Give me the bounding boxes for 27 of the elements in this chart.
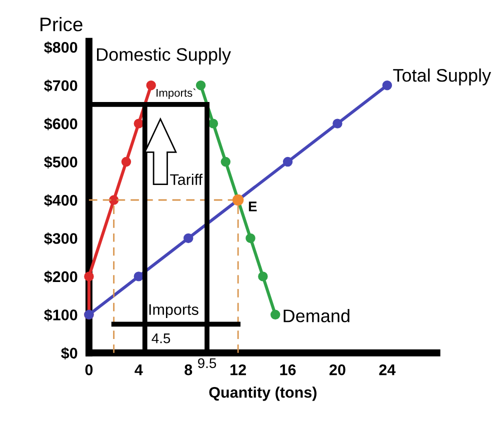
y-tick-label: $200 <box>44 270 78 284</box>
series-label: Total Supply <box>393 68 492 86</box>
y-tick-label: $400 <box>44 194 78 207</box>
series-label: Domestic Supply <box>97 48 231 65</box>
y-tick-label: $500 <box>44 156 78 168</box>
y-tick-label: $600 <box>44 118 78 130</box>
x-tick-label: 0 <box>85 364 93 376</box>
x-tick-label: 16 <box>280 364 296 376</box>
x-tick-label: 24 <box>379 364 396 376</box>
y-tick-label: $100 <box>44 308 78 322</box>
x-tick-label: 4 <box>134 364 143 376</box>
y-tick-label: $300 <box>44 232 78 245</box>
x-axis-title: Quantity (tons) <box>209 386 316 401</box>
y-tick-label: $800 <box>44 41 78 54</box>
series-label: Demand <box>284 309 350 322</box>
x-tick-label: 20 <box>329 364 346 376</box>
annotation: 4.5 <box>152 334 170 344</box>
y-tick-label: $700 <box>44 80 78 92</box>
annotation: Imports <box>149 304 198 318</box>
annotation: E <box>248 202 257 212</box>
y-tick-label: $0 <box>61 347 78 360</box>
annotation: Imports` <box>156 88 196 99</box>
x-tick-label: 8 <box>184 364 192 376</box>
annotation: Tariff <box>170 174 203 185</box>
y-axis-title: Price <box>40 17 82 32</box>
x-tick-label: 12 <box>230 364 246 376</box>
text: 9.5 <box>198 358 216 368</box>
